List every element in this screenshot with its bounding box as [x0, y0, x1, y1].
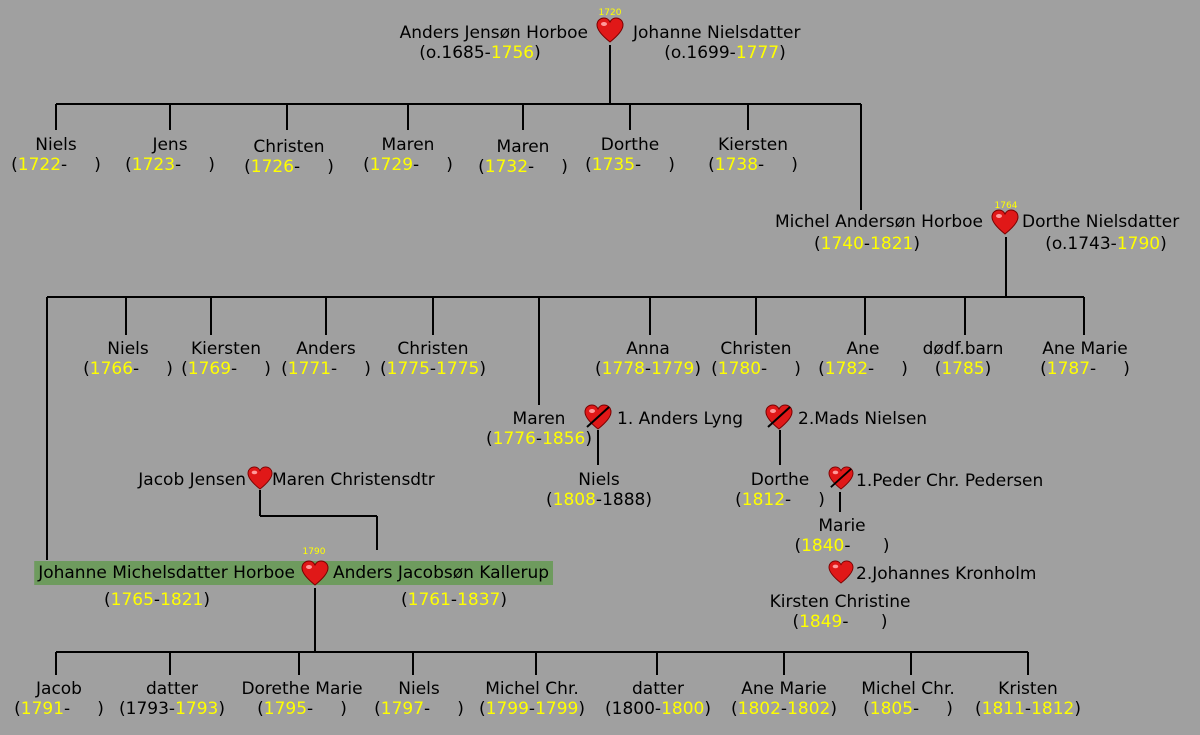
- divorced-heart-icon: [765, 404, 793, 430]
- gen2-wife-dates: (o.1743-1790): [1045, 234, 1167, 254]
- dorthe-spouse-2: 2.Johannes Kronholm: [856, 564, 1037, 584]
- gen3-child-node: Dorethe Marie (1795- ): [241, 679, 363, 719]
- gen3-child-node: datter (1793-1793): [119, 679, 225, 719]
- gen3-marriage-year: 1790: [302, 547, 326, 557]
- maren-spouse-2: 2.Mads Nielsen: [798, 409, 928, 429]
- gen3-child-node: Kristen (1811-1812): [975, 679, 1081, 719]
- gen2-child-node: Niels (1766- ): [83, 339, 173, 379]
- gen3-husband-name: Anders Jacobsøn Kallerup: [329, 561, 554, 585]
- gen2-child-node: Christen (1780- ): [711, 339, 801, 379]
- gen3-child-node: Michel Chr. (1799-1799): [479, 679, 585, 719]
- dorthe-child-kirsten: Kirsten Christine (1849- ): [769, 592, 911, 632]
- marriage-heart-icon: [247, 466, 275, 492]
- gen1-wife-name: Johanne Nielsdatter: [633, 23, 801, 43]
- gen2-child-node: Ane Marie (1787- ): [1040, 339, 1130, 379]
- gen3-husband-dates: (1761-1837): [401, 590, 507, 610]
- gen2-husband-dates: (1740-1821): [814, 234, 920, 254]
- jacob-wife-name: Maren Christensdtr: [272, 470, 435, 490]
- gen3-child-node: Ane Marie (1802-1802): [731, 679, 837, 719]
- gen1-child-node: Kiersten (1738- ): [708, 135, 798, 175]
- marriage-heart-icon: [301, 560, 329, 586]
- maren-spouse-1: 1. Anders Lyng: [617, 409, 744, 429]
- gen1-husband-name: Anders Jensøn Horboe: [399, 23, 588, 43]
- dorthe-spouse-1: 1.Peder Chr. Pedersen: [856, 471, 1044, 491]
- gen1-husband-dates: (o.1685-1756): [419, 43, 541, 63]
- gen1-child-node: Dorthe (1735- ): [585, 135, 675, 175]
- gen3-child-node: Niels (1797- ): [374, 679, 464, 719]
- dorthe-child-marie: Marie (1840- ): [794, 516, 890, 556]
- gen3-wife-name: Johanne Michelsdatter Horboe: [34, 561, 299, 585]
- divorced-heart-icon: [584, 404, 612, 430]
- gen1-child-node: Niels (1722- ): [11, 135, 101, 175]
- gen2-child-node: Kiersten (1769- ): [181, 339, 271, 379]
- gen1-child-node: Jens (1723- ): [125, 135, 215, 175]
- gen1-marriage-year: 1720: [598, 8, 622, 18]
- divorced-heart-icon: [828, 466, 856, 492]
- gen1-child-node: Maren (1732- ): [478, 137, 568, 177]
- marriage-heart-icon: [828, 560, 856, 586]
- maren-child-dorthe: Dorthe (1812- ): [735, 470, 825, 510]
- gen1-child-node: Christen (1726- ): [244, 137, 334, 177]
- gen2-child-node: dødf.barn (1785): [922, 339, 1004, 379]
- jacob-husband-name: Jacob Jensen: [138, 470, 246, 490]
- gen2-child-node: Christen (1775-1775): [380, 339, 486, 379]
- marriage-heart-icon: [991, 209, 1019, 235]
- gen1-wife-dates: (o.1699-1777): [664, 43, 786, 63]
- gen3-child-node: Jacob (1791- ): [14, 679, 104, 719]
- gen2-child-node: Anders (1771- ): [281, 339, 371, 379]
- gen2-child-node: Anna (1778-1779): [595, 339, 701, 379]
- maren-node: Maren (1776-1856): [486, 409, 592, 449]
- gen2-marriage-year: 1764: [994, 201, 1018, 211]
- gen3-child-node: datter (1800-1800): [605, 679, 711, 719]
- gen2-child-node: Ane (1782- ): [818, 339, 908, 379]
- gen3-child-node: Michel Chr. (1805- ): [861, 679, 955, 719]
- marriage-heart-icon: [596, 17, 624, 43]
- gen1-child-node: Maren (1729- ): [363, 135, 453, 175]
- gen3-wife-dates: (1765-1821): [104, 590, 210, 610]
- maren-child-niels: Niels (1808-1888): [546, 470, 652, 510]
- gen2-wife-name: Dorthe Nielsdatter: [1022, 212, 1180, 232]
- gen2-husband-name: Michel Andersøn Horboe: [774, 212, 983, 232]
